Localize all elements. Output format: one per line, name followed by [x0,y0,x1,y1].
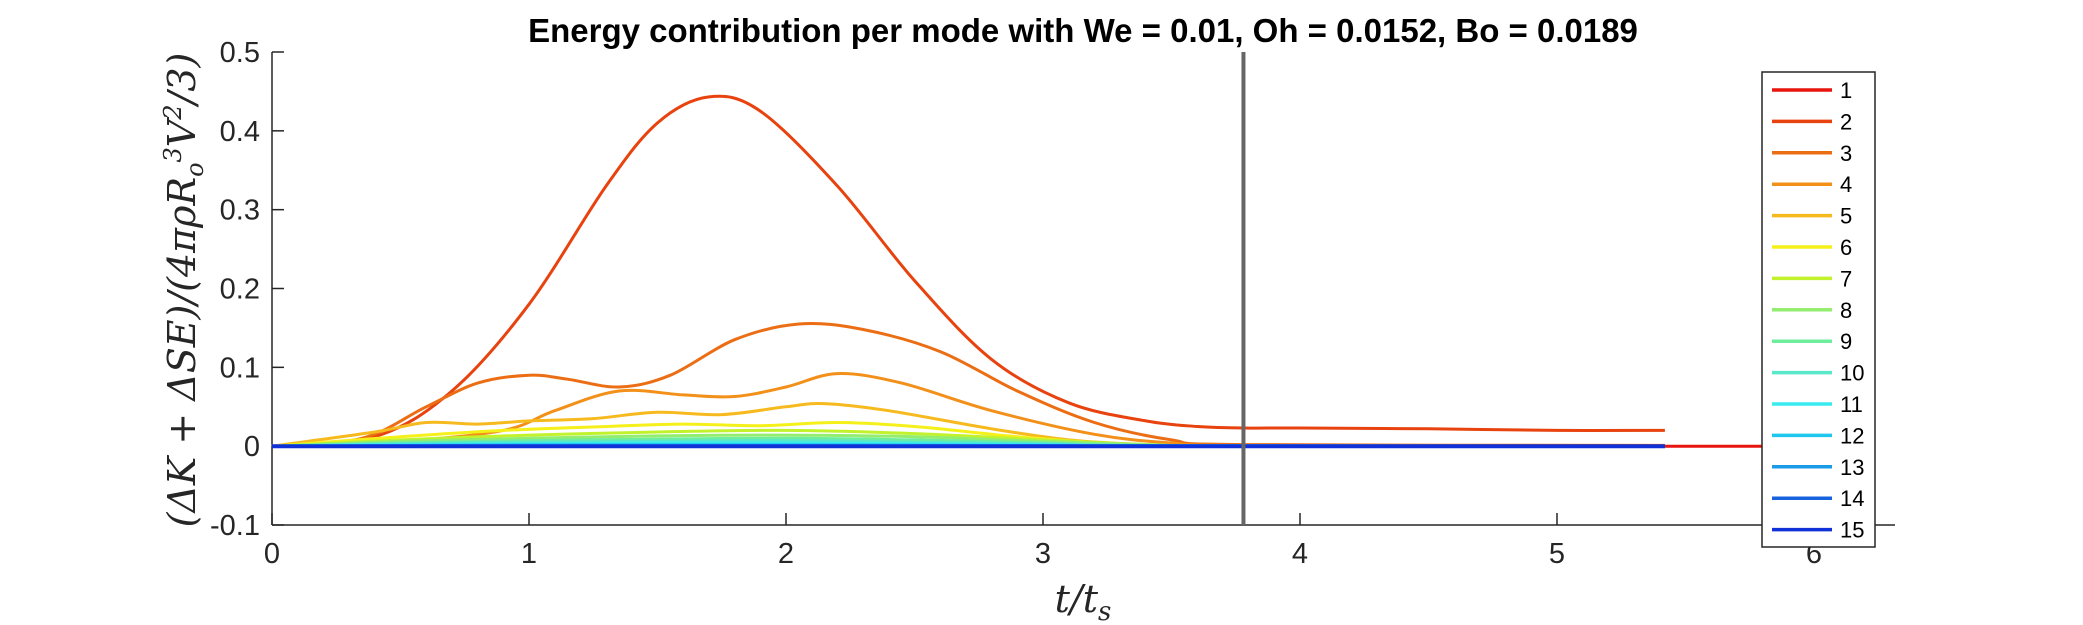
x-tick-label: 3 [1035,538,1051,570]
y-ticks: -0.1 0 0.1 0.2 0.3 0.4 0.5 [210,37,284,542]
x-tick-label: 0 [264,538,280,570]
x-tick-label: 4 [1292,538,1308,570]
legend-label-mode-10: 10 [1840,361,1864,386]
y-tick-label: 0.2 [220,274,260,306]
legend-label-mode-9: 9 [1840,329,1852,354]
legend-label-mode-13: 13 [1840,455,1864,480]
y-tick-label: 0.4 [220,116,260,148]
x-tick-label: 1 [521,538,537,570]
legend-label-mode-7: 7 [1840,266,1852,291]
y-tick-label: 0.1 [220,352,260,384]
legend-label-mode-5: 5 [1840,204,1852,229]
legend-label-mode-4: 4 [1840,172,1852,197]
legend-label-mode-14: 14 [1840,486,1864,511]
legend-label-mode-11: 11 [1840,392,1863,417]
y-axis-label: (ΔK + ΔSE)/(4πρRo3V2/3) [159,53,209,528]
legend-label-mode-8: 8 [1840,298,1852,323]
legend-label-mode-1: 1 [1840,78,1852,103]
series-line-mode-3 [271,321,1665,448]
series-lines [271,94,1814,449]
legend-label-mode-2: 2 [1840,109,1852,134]
legend-label-mode-12: 12 [1840,423,1864,448]
x-axis-label: t/ts [1055,577,1112,625]
legend-label-mode-3: 3 [1840,141,1852,166]
x-tick-label: 5 [1549,538,1565,570]
chart-title: Energy contribution per mode with We = 0… [528,12,1638,49]
y-tick-label: 0.3 [220,195,260,227]
legend-label-mode-15: 15 [1840,518,1864,543]
y-tick-label: -0.1 [210,510,260,542]
legend-label-mode-6: 6 [1840,235,1852,260]
x-tick-label: 2 [778,538,794,570]
y-tick-label: 0.5 [220,37,260,69]
series-line-mode-2 [271,94,1665,448]
y-tick-label: 0 [244,431,260,463]
